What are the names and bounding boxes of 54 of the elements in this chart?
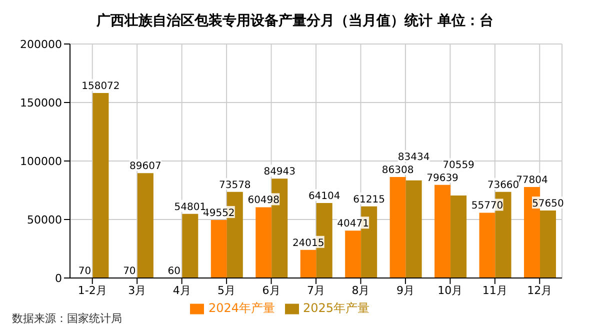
y-tick-label: 50000 (27, 213, 62, 226)
bar (406, 180, 422, 278)
bar (137, 173, 154, 278)
y-tick-label: 0 (55, 272, 62, 285)
x-tick-label: 6月 (262, 284, 280, 297)
data-label: 70559 (442, 160, 474, 172)
bar (450, 195, 467, 278)
data-label: 158072 (82, 81, 120, 92)
data-label: 70 (78, 266, 92, 277)
y-tick-label: 100000 (20, 154, 62, 168)
data-label: 54801 (174, 202, 206, 213)
legend-label: 2024年产量 (208, 301, 275, 315)
y-tick-label: 200000 (20, 38, 62, 51)
x-tick-label: 12月 (527, 284, 552, 297)
bar (434, 184, 451, 278)
bar (210, 220, 227, 278)
y-tick-label: 150000 (20, 96, 62, 110)
data-label: 60498 (248, 195, 280, 206)
source-note: 数据来源：国家统计局 (12, 311, 122, 326)
data-label: 86308 (382, 165, 414, 176)
bar (300, 250, 316, 278)
bar (256, 207, 272, 278)
data-label: 64104 (308, 191, 340, 202)
data-label: 40471 (337, 218, 369, 230)
data-label: 61215 (353, 194, 385, 206)
data-label: 73578 (218, 180, 251, 191)
x-tick-label: 10月 (438, 284, 463, 297)
data-label: 49552 (202, 208, 235, 220)
x-tick-label: 9月 (396, 284, 414, 297)
data-label: 55770 (471, 200, 504, 212)
data-label: 60 (168, 266, 181, 277)
data-label: 70 (123, 266, 136, 277)
bar (390, 177, 406, 278)
x-tick-label: 4月 (172, 284, 191, 297)
x-tick-label: 3月 (128, 284, 146, 297)
bar (479, 212, 496, 278)
bar (345, 230, 362, 278)
chart-title: 广西壮族自治区包装专用设备产量分月（当月值）统计 单位：台 (95, 12, 494, 30)
x-tick-label: 1-2月 (78, 284, 107, 297)
data-label: 79639 (426, 172, 458, 184)
x-tick-label: 11月 (482, 284, 508, 297)
x-tick-label: 8月 (352, 284, 370, 297)
x-tick-label: 7月 (307, 284, 325, 297)
x-tick-label: 5月 (218, 284, 236, 297)
data-label: 24015 (292, 238, 324, 249)
data-label: 83434 (398, 152, 430, 164)
data-label: 89607 (130, 161, 162, 172)
bar (540, 210, 556, 278)
data-label: 84943 (264, 166, 296, 178)
data-label: 57650 (532, 198, 564, 210)
data-label: 73660 (487, 180, 520, 191)
bar (182, 214, 198, 278)
bar (92, 93, 109, 278)
legend-label: 2025年产量 (303, 301, 370, 315)
